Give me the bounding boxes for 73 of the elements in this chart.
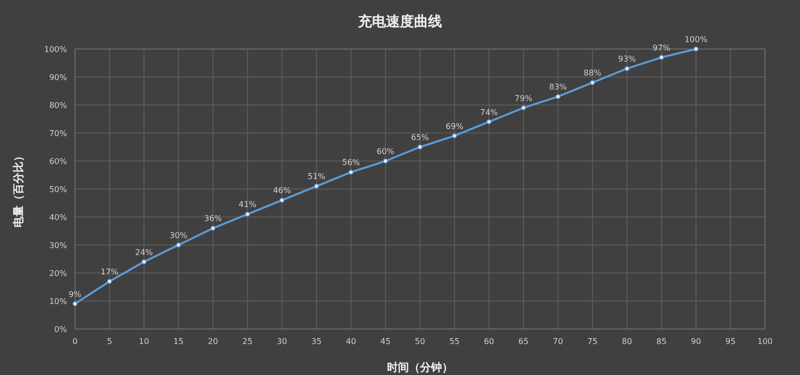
y-tick-label: 50% xyxy=(49,185,68,194)
point xyxy=(624,66,630,71)
x-tick-label: 20 xyxy=(208,337,218,346)
data-label: 69% xyxy=(446,122,464,131)
y-tick-label: 20% xyxy=(49,269,68,278)
x-tick-label: 35 xyxy=(311,337,322,346)
x-tick-label: 15 xyxy=(173,337,184,346)
x-tick-label: 5 xyxy=(106,337,112,346)
y-tick-label: 30% xyxy=(49,241,68,250)
data-label: 88% xyxy=(584,68,602,78)
data-label: 65% xyxy=(411,133,430,142)
x-axis-title: 时间（分钟） xyxy=(387,361,453,374)
point xyxy=(245,212,250,217)
data-label: 30% xyxy=(170,231,188,240)
y-tick-label: 70% xyxy=(49,129,68,138)
chart-title: 充电速度曲线 xyxy=(357,13,442,30)
data-label: 17% xyxy=(100,267,119,276)
x-tick-label: 0 xyxy=(72,337,78,346)
data-label: 60% xyxy=(376,147,395,156)
data-label: 93% xyxy=(618,54,636,64)
point xyxy=(590,80,595,85)
x-tick-label: 95 xyxy=(725,337,736,346)
x-tick-label: 80 xyxy=(622,337,632,346)
x-tick-label: 10 xyxy=(138,337,150,346)
point xyxy=(418,144,422,150)
y-tick-label: 40% xyxy=(49,213,68,222)
point xyxy=(348,170,354,175)
y-tick-label: 0% xyxy=(54,325,68,334)
data-label: 36% xyxy=(204,214,222,224)
x-tick-label: 40 xyxy=(346,337,356,346)
x-tick-label: 45 xyxy=(380,337,391,346)
point xyxy=(486,119,492,124)
data-label: 74% xyxy=(480,108,498,117)
data-label: 97% xyxy=(652,43,671,52)
x-tick-label: 65 xyxy=(518,337,529,346)
y-tick-label: 60% xyxy=(49,157,68,166)
x-tick-label: 50 xyxy=(414,337,426,346)
point xyxy=(210,226,216,231)
y-tick-label: 10% xyxy=(49,297,68,306)
data-label: 100% xyxy=(684,35,708,44)
y-tick-label: 100% xyxy=(44,45,68,54)
point xyxy=(452,133,457,138)
x-tick-label: 100 xyxy=(757,337,773,346)
x-tick-label: 85 xyxy=(656,337,667,346)
point xyxy=(176,242,181,248)
point xyxy=(72,301,78,306)
x-tick-label: 55 xyxy=(449,337,460,346)
point xyxy=(107,279,112,284)
point xyxy=(556,94,560,99)
point xyxy=(659,55,664,60)
point xyxy=(142,259,146,264)
data-label: 41% xyxy=(238,200,257,210)
data-label: 79% xyxy=(514,94,533,103)
data-label: 24% xyxy=(135,248,154,257)
x-tick-label: 60 xyxy=(484,337,494,346)
data-label: 46% xyxy=(273,186,292,196)
y-tick-label: 80% xyxy=(49,101,68,110)
data-label: 51% xyxy=(308,172,326,182)
x-tick-label: 25 xyxy=(242,337,253,346)
y-tick-label: 90% xyxy=(49,73,68,82)
y-axis-title: 电量（百分比） xyxy=(12,150,25,228)
data-label: 56% xyxy=(342,158,360,168)
x-tick-label: 90 xyxy=(690,337,702,346)
data-label: 9% xyxy=(68,290,82,299)
point xyxy=(280,198,284,203)
point xyxy=(694,46,698,52)
point xyxy=(314,184,319,189)
data-label: 83% xyxy=(549,82,568,92)
point xyxy=(383,158,388,164)
x-tick-label: 30 xyxy=(276,337,288,346)
x-tick-label: 75 xyxy=(587,337,598,346)
point xyxy=(521,105,526,110)
x-tick-label: 70 xyxy=(552,337,564,346)
